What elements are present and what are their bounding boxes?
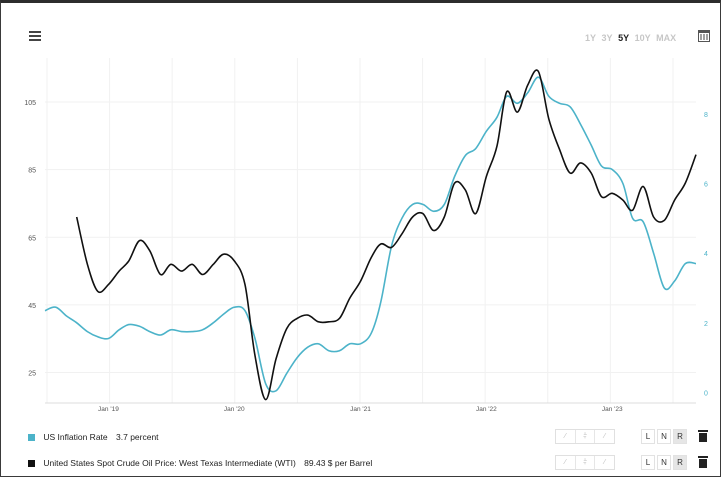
- axis-selector-inflation: L N R: [641, 429, 689, 444]
- axis-right-button[interactable]: R: [673, 429, 687, 444]
- range-5y[interactable]: 5Y: [618, 33, 630, 43]
- axis-right-button[interactable]: R: [673, 455, 687, 470]
- y-left-tick-label: 45: [28, 303, 36, 310]
- y-right-tick-label: 4: [704, 251, 708, 258]
- range-1y[interactable]: 1Y: [585, 33, 597, 43]
- y-left-tick-label: 65: [28, 235, 36, 242]
- axis-left-button[interactable]: L: [641, 455, 655, 470]
- y-left-tick-label: 85: [28, 168, 36, 175]
- spline-type-button[interactable]: ⁄: [604, 433, 606, 440]
- bar-type-button[interactable]: ⫩: [576, 456, 596, 469]
- legend-value-inflation: 3.7 percent: [116, 432, 159, 442]
- y-right-tick-label: 2: [704, 321, 708, 328]
- range-3y[interactable]: 3Y: [601, 33, 613, 43]
- y-right-tick-label: 0: [704, 391, 708, 398]
- trash-icon[interactable]: [698, 456, 708, 468]
- legend-swatch-oil: [28, 460, 35, 467]
- y-left-tick-label: 25: [28, 371, 36, 378]
- y-right-tick-label: 6: [704, 181, 708, 188]
- legend-swatch-inflation: [28, 434, 35, 441]
- y-left-tick-label: 105: [24, 100, 36, 107]
- axis-selector-oil: L N R: [641, 455, 689, 470]
- trash-icon[interactable]: [698, 430, 708, 442]
- hamburger-menu-icon[interactable]: [29, 31, 41, 41]
- series-line-inflation: [44, 76, 697, 393]
- x-tick-label: Jan '19: [98, 406, 119, 413]
- axis-none-button[interactable]: N: [657, 429, 671, 444]
- calendar-icon[interactable]: [698, 30, 710, 42]
- x-tick-label: Jan '23: [602, 406, 623, 413]
- range-10y[interactable]: 10Y: [634, 33, 651, 43]
- x-tick-label: Jan '20: [224, 406, 245, 413]
- series-line-oil: [75, 69, 697, 401]
- legend-row-oil: United States Spot Crude Oil Price: West…: [28, 455, 718, 472]
- legend-value-oil: 89.43 $ per Barrel: [304, 458, 373, 468]
- range-max[interactable]: MAX: [656, 33, 677, 43]
- bar-type-button[interactable]: ⫩: [576, 430, 596, 443]
- legend-label-inflation: US Inflation Rate: [43, 432, 108, 442]
- x-tick-label: Jan '21: [350, 406, 371, 413]
- range-selector: 1Y 3Y 5Y 10Y MAX: [585, 33, 679, 45]
- chart-type-tools-oil: ⁄ ⫩ ⁄: [555, 455, 615, 470]
- spline-type-button[interactable]: ⁄: [604, 459, 606, 466]
- x-tick-label: Jan '22: [476, 406, 497, 413]
- line-type-button[interactable]: ⁄: [556, 456, 576, 469]
- legend-row-inflation: US Inflation Rate 3.7 percent ⁄ ⫩ ⁄ L N …: [28, 429, 718, 446]
- axis-none-button[interactable]: N: [657, 455, 671, 470]
- line-type-button[interactable]: ⁄: [556, 430, 576, 443]
- y-right-tick-label: 8: [704, 112, 708, 119]
- axis-left-button[interactable]: L: [641, 429, 655, 444]
- legend-label-oil: United States Spot Crude Oil Price: West…: [43, 458, 296, 468]
- chart-type-tools-inflation: ⁄ ⫩ ⁄: [555, 429, 615, 444]
